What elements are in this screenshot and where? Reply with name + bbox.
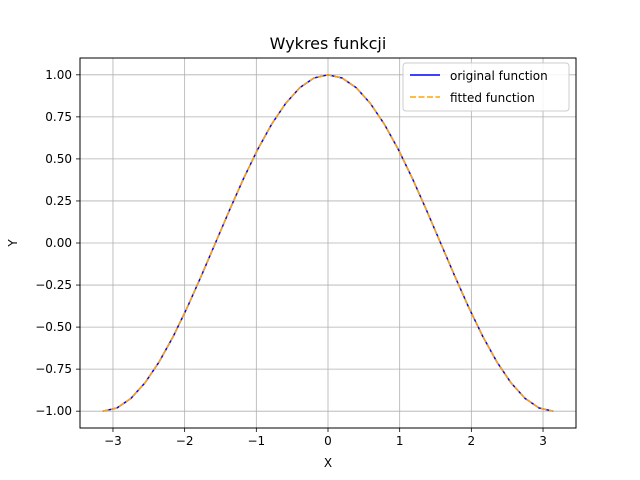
x-tick-label: 3 xyxy=(539,434,547,448)
y-axis-label: Y xyxy=(6,239,20,248)
x-tick-label: −3 xyxy=(104,434,122,448)
y-tick-label: 0.75 xyxy=(45,110,72,124)
legend-label-fitted: fitted function xyxy=(450,91,535,105)
grid xyxy=(80,58,576,428)
plot-lines xyxy=(102,74,554,412)
y-tick-label: −0.75 xyxy=(35,362,72,376)
y-tick-label: −0.50 xyxy=(35,320,72,334)
y-tick-label: −1.00 xyxy=(35,404,72,418)
y-axis: −1.00 −0.75 −0.50 −0.25 0.00 0.25 0.50 0.75 1.00 xyxy=(35,68,80,418)
y-tick-label: 0.25 xyxy=(45,194,72,208)
x-tick-label: −1 xyxy=(247,434,265,448)
y-tick-label: 0.50 xyxy=(45,152,72,166)
x-tick-label: 2 xyxy=(468,434,476,448)
x-tick-label: −2 xyxy=(176,434,194,448)
y-tick-label: −0.25 xyxy=(35,278,72,292)
x-axis: −3 −2 −1 0 1 2 3 xyxy=(104,428,547,448)
x-axis-label: X xyxy=(324,456,332,470)
y-tick-label: 0.00 xyxy=(45,236,72,250)
chart-title: Wykres funkcji xyxy=(270,34,387,53)
series-line-fitted xyxy=(102,74,554,412)
legend-label-original: original function xyxy=(450,69,548,83)
x-tick-label: 1 xyxy=(396,434,404,448)
legend: original function fitted function xyxy=(402,62,570,112)
x-tick-label: 0 xyxy=(324,434,332,448)
legend-box xyxy=(402,62,570,112)
y-tick-label: 1.00 xyxy=(45,68,72,82)
